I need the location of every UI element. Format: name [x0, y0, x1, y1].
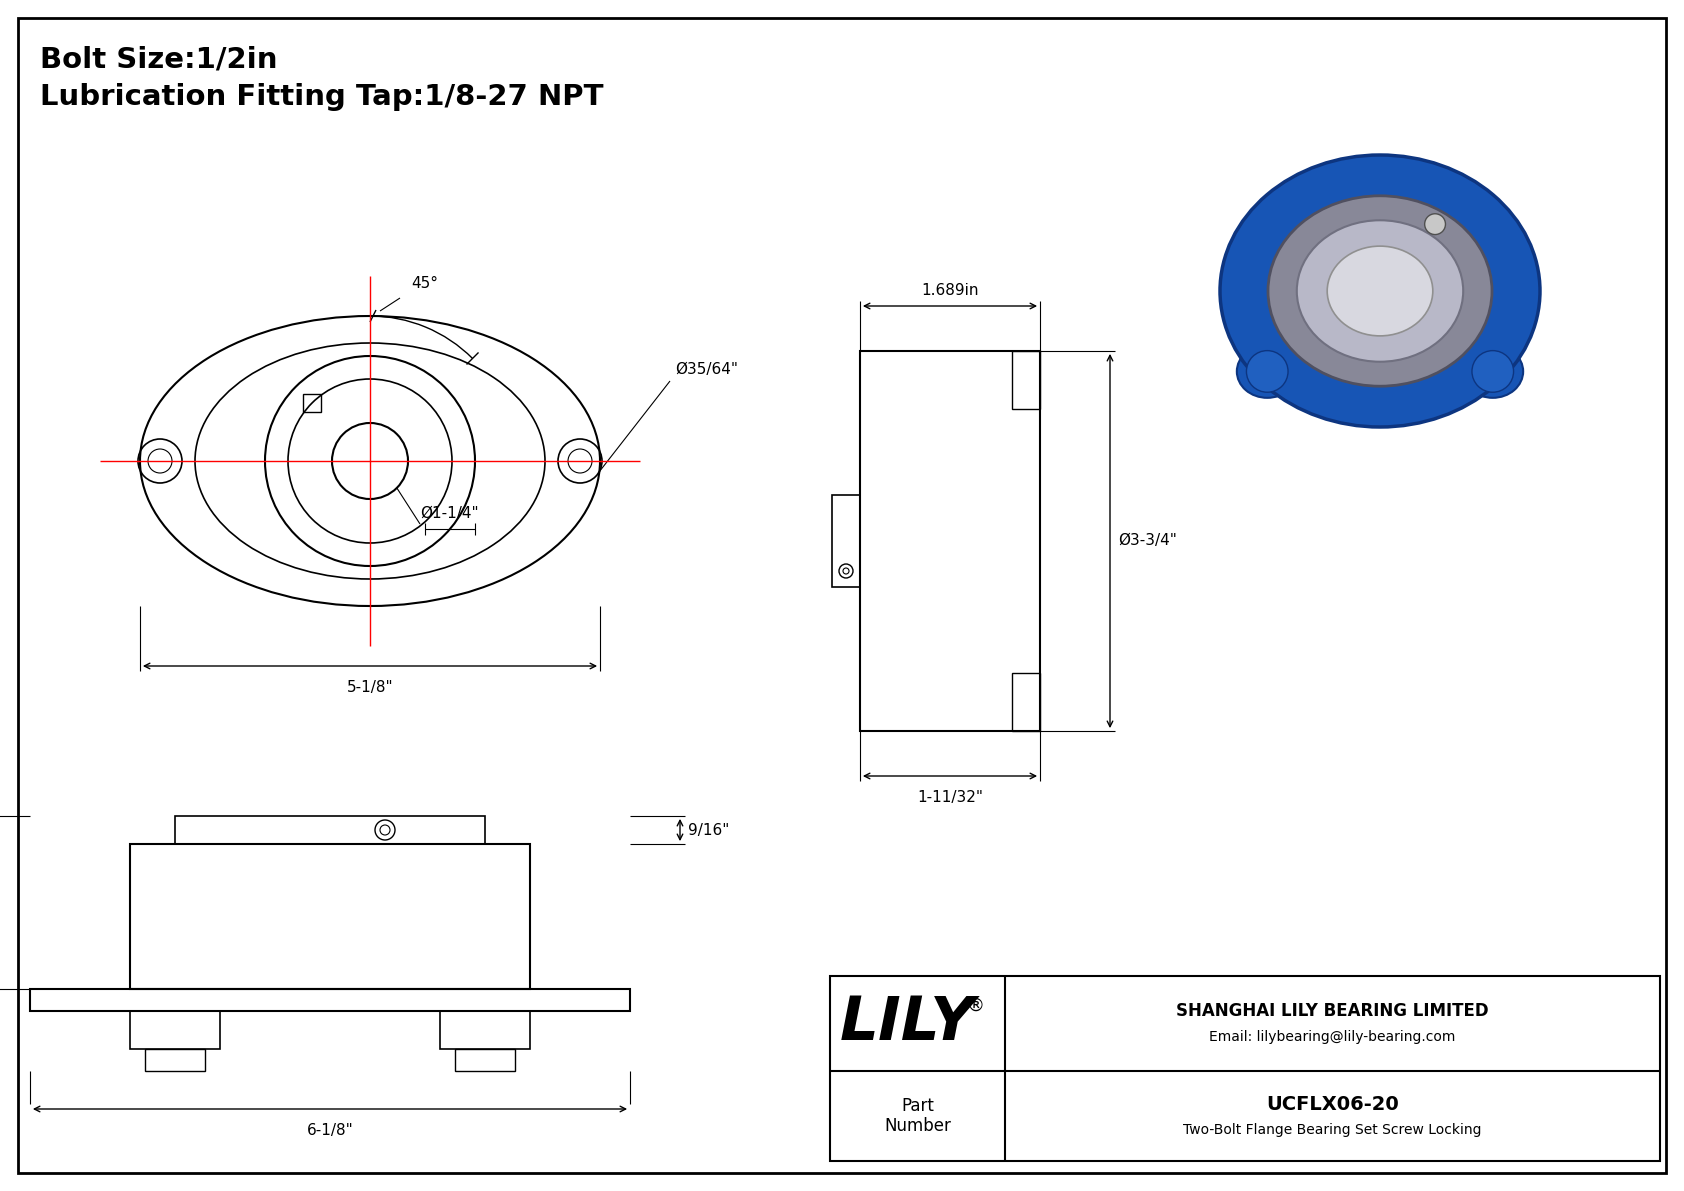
Ellipse shape [1236, 345, 1298, 398]
Ellipse shape [1219, 155, 1539, 428]
Ellipse shape [1297, 220, 1463, 362]
Text: 1-11/32": 1-11/32" [918, 790, 983, 805]
Bar [130, 1011, 221, 1049]
Text: Ø35/64": Ø35/64" [675, 362, 738, 378]
Text: 5-1/8": 5-1/8" [347, 680, 394, 696]
Text: 9/16": 9/16" [689, 823, 729, 837]
Text: UCFLX06-20: UCFLX06-20 [1266, 1095, 1399, 1114]
Bar [440, 1011, 530, 1049]
Circle shape [1425, 213, 1445, 235]
Ellipse shape [1327, 247, 1433, 336]
Bar [455, 1049, 515, 1071]
Bar [30, 989, 630, 1011]
Text: Email: lilybearing@lily-bearing.com: Email: lilybearing@lily-bearing.com [1209, 1029, 1455, 1043]
Bar [861, 351, 1041, 731]
Text: Ø3-3/4": Ø3-3/4" [1118, 534, 1177, 549]
Text: 45°: 45° [411, 276, 438, 291]
Text: 6-1/8": 6-1/8" [306, 1123, 354, 1137]
Ellipse shape [1462, 345, 1522, 398]
Text: Ø1-1/4": Ø1-1/4" [421, 506, 480, 520]
Circle shape [1472, 350, 1514, 392]
Text: Two-Bolt Flange Bearing Set Screw Locking: Two-Bolt Flange Bearing Set Screw Lockin… [1184, 1123, 1482, 1137]
Bar [1012, 673, 1041, 731]
Text: Part
Number: Part Number [884, 1097, 951, 1135]
Bar [830, 975, 1660, 1161]
Text: ®: ® [967, 997, 985, 1015]
Text: Lubrication Fitting Tap:1/8-27 NPT: Lubrication Fitting Tap:1/8-27 NPT [40, 83, 603, 111]
Bar [145, 1049, 205, 1071]
Text: Bolt Size:1/2in: Bolt Size:1/2in [40, 46, 278, 74]
Bar [1012, 351, 1041, 409]
Bar [832, 495, 861, 587]
Text: LILY: LILY [840, 994, 975, 1053]
Bar [175, 816, 485, 844]
Ellipse shape [1283, 227, 1396, 291]
Circle shape [1246, 350, 1288, 392]
Bar [303, 394, 322, 412]
Ellipse shape [1268, 195, 1492, 386]
Text: 1.689in: 1.689in [921, 283, 978, 298]
Text: SHANGHAI LILY BEARING LIMITED: SHANGHAI LILY BEARING LIMITED [1175, 1002, 1489, 1019]
Bar [130, 844, 530, 989]
